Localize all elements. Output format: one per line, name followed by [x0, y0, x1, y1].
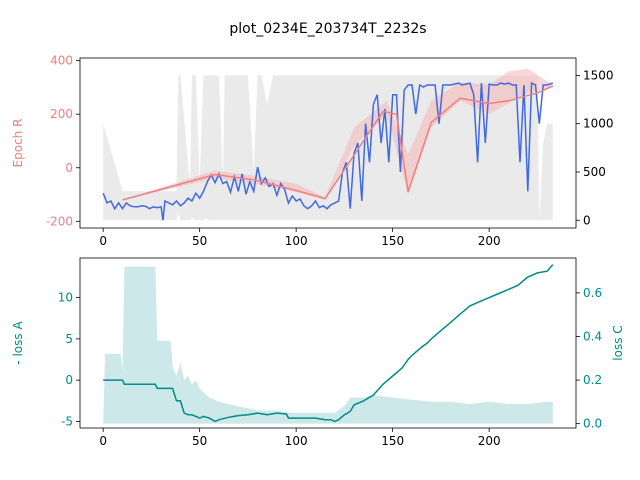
left-y-axis-label: Epoch R [11, 119, 25, 168]
axes-frame [79, 57, 577, 229]
left-line-series [122, 85, 554, 201]
x-tick-label: 100 [285, 434, 308, 448]
bottom-subplot: 0 50 100 150 200 -5 0 5 10 0.0 0.2 0.4 0.6 - loss A lo… [11, 257, 625, 448]
left-y-axis-label: - loss A [11, 321, 25, 365]
x-tick-label: 0 [99, 234, 107, 248]
chart-title: plot_0234E_203734T_2232s [229, 21, 426, 37]
right-line-series [102, 81, 554, 221]
left-y-tick-label: -5 [61, 414, 73, 428]
left-band-series [122, 68, 553, 200]
x-tick-label: 100 [285, 234, 308, 248]
left-y-tick-label: 0 [65, 373, 73, 387]
x-tick-label: 50 [192, 434, 207, 448]
x-tick-label: 150 [381, 434, 404, 448]
x-tick-label: 0 [99, 434, 107, 448]
x-tick-label: 150 [381, 234, 404, 248]
x-tick-label: 200 [478, 434, 501, 448]
right-y-tick-label: 0 [583, 213, 591, 227]
right-y-tick-label: 0.2 [583, 373, 602, 387]
x-tick-label: 50 [192, 234, 207, 248]
right-y-tick-label: 1500 [583, 68, 614, 82]
left-y-tick-label: -200 [46, 214, 73, 228]
left-y-tick-label: 5 [65, 332, 73, 346]
axes-frame [79, 257, 577, 429]
right-y-tick-label: 500 [583, 165, 606, 179]
right-y-tick-label: 0.4 [583, 329, 602, 343]
left-y-tick-label: 400 [50, 54, 73, 68]
x-tick-label: 200 [478, 234, 501, 248]
right-y-tick-label: 0.0 [583, 417, 602, 431]
right-y-tick-label: 1000 [583, 117, 614, 131]
left-y-tick-label: 0 [65, 161, 73, 175]
left-y-tick-label: 10 [58, 291, 73, 305]
right-y-axis-label: loss C [611, 325, 625, 360]
left-y-tick-label: 200 [50, 107, 73, 121]
right-y-tick-label: 0.6 [583, 286, 602, 300]
right-band-series [103, 266, 553, 424]
left-line-series [103, 264, 554, 423]
top-subplot: 0 50 100 150 200 -200 0 200 400 0 500 1000 1500 Epoch… [11, 54, 614, 248]
